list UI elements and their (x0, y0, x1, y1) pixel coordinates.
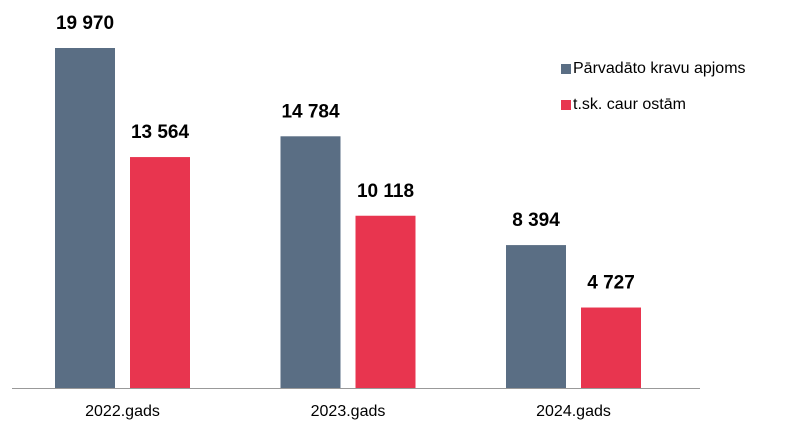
data-label: 4 727 (587, 273, 635, 294)
data-label: 13 564 (131, 122, 190, 143)
bar (280, 136, 341, 388)
data-label: 19 970 (56, 13, 114, 34)
bar (55, 48, 115, 388)
bar (130, 157, 190, 388)
x-tick-label: 2024.gads (536, 403, 611, 420)
bar (506, 245, 566, 388)
bar (355, 215, 416, 388)
data-label: 8 394 (512, 210, 560, 231)
legend-swatch (561, 64, 571, 74)
legend-swatch (561, 100, 571, 110)
x-tick-label: 2022.gads (85, 403, 160, 420)
data-label: 10 118 (357, 181, 414, 202)
legend-label: t.sk. caur ostām (573, 96, 686, 113)
x-tick-label: 2023.gads (311, 403, 386, 420)
legend-label: Pārvadāto kravu apjoms (573, 60, 746, 77)
bar (581, 307, 641, 388)
data-label: 14 784 (281, 101, 340, 122)
